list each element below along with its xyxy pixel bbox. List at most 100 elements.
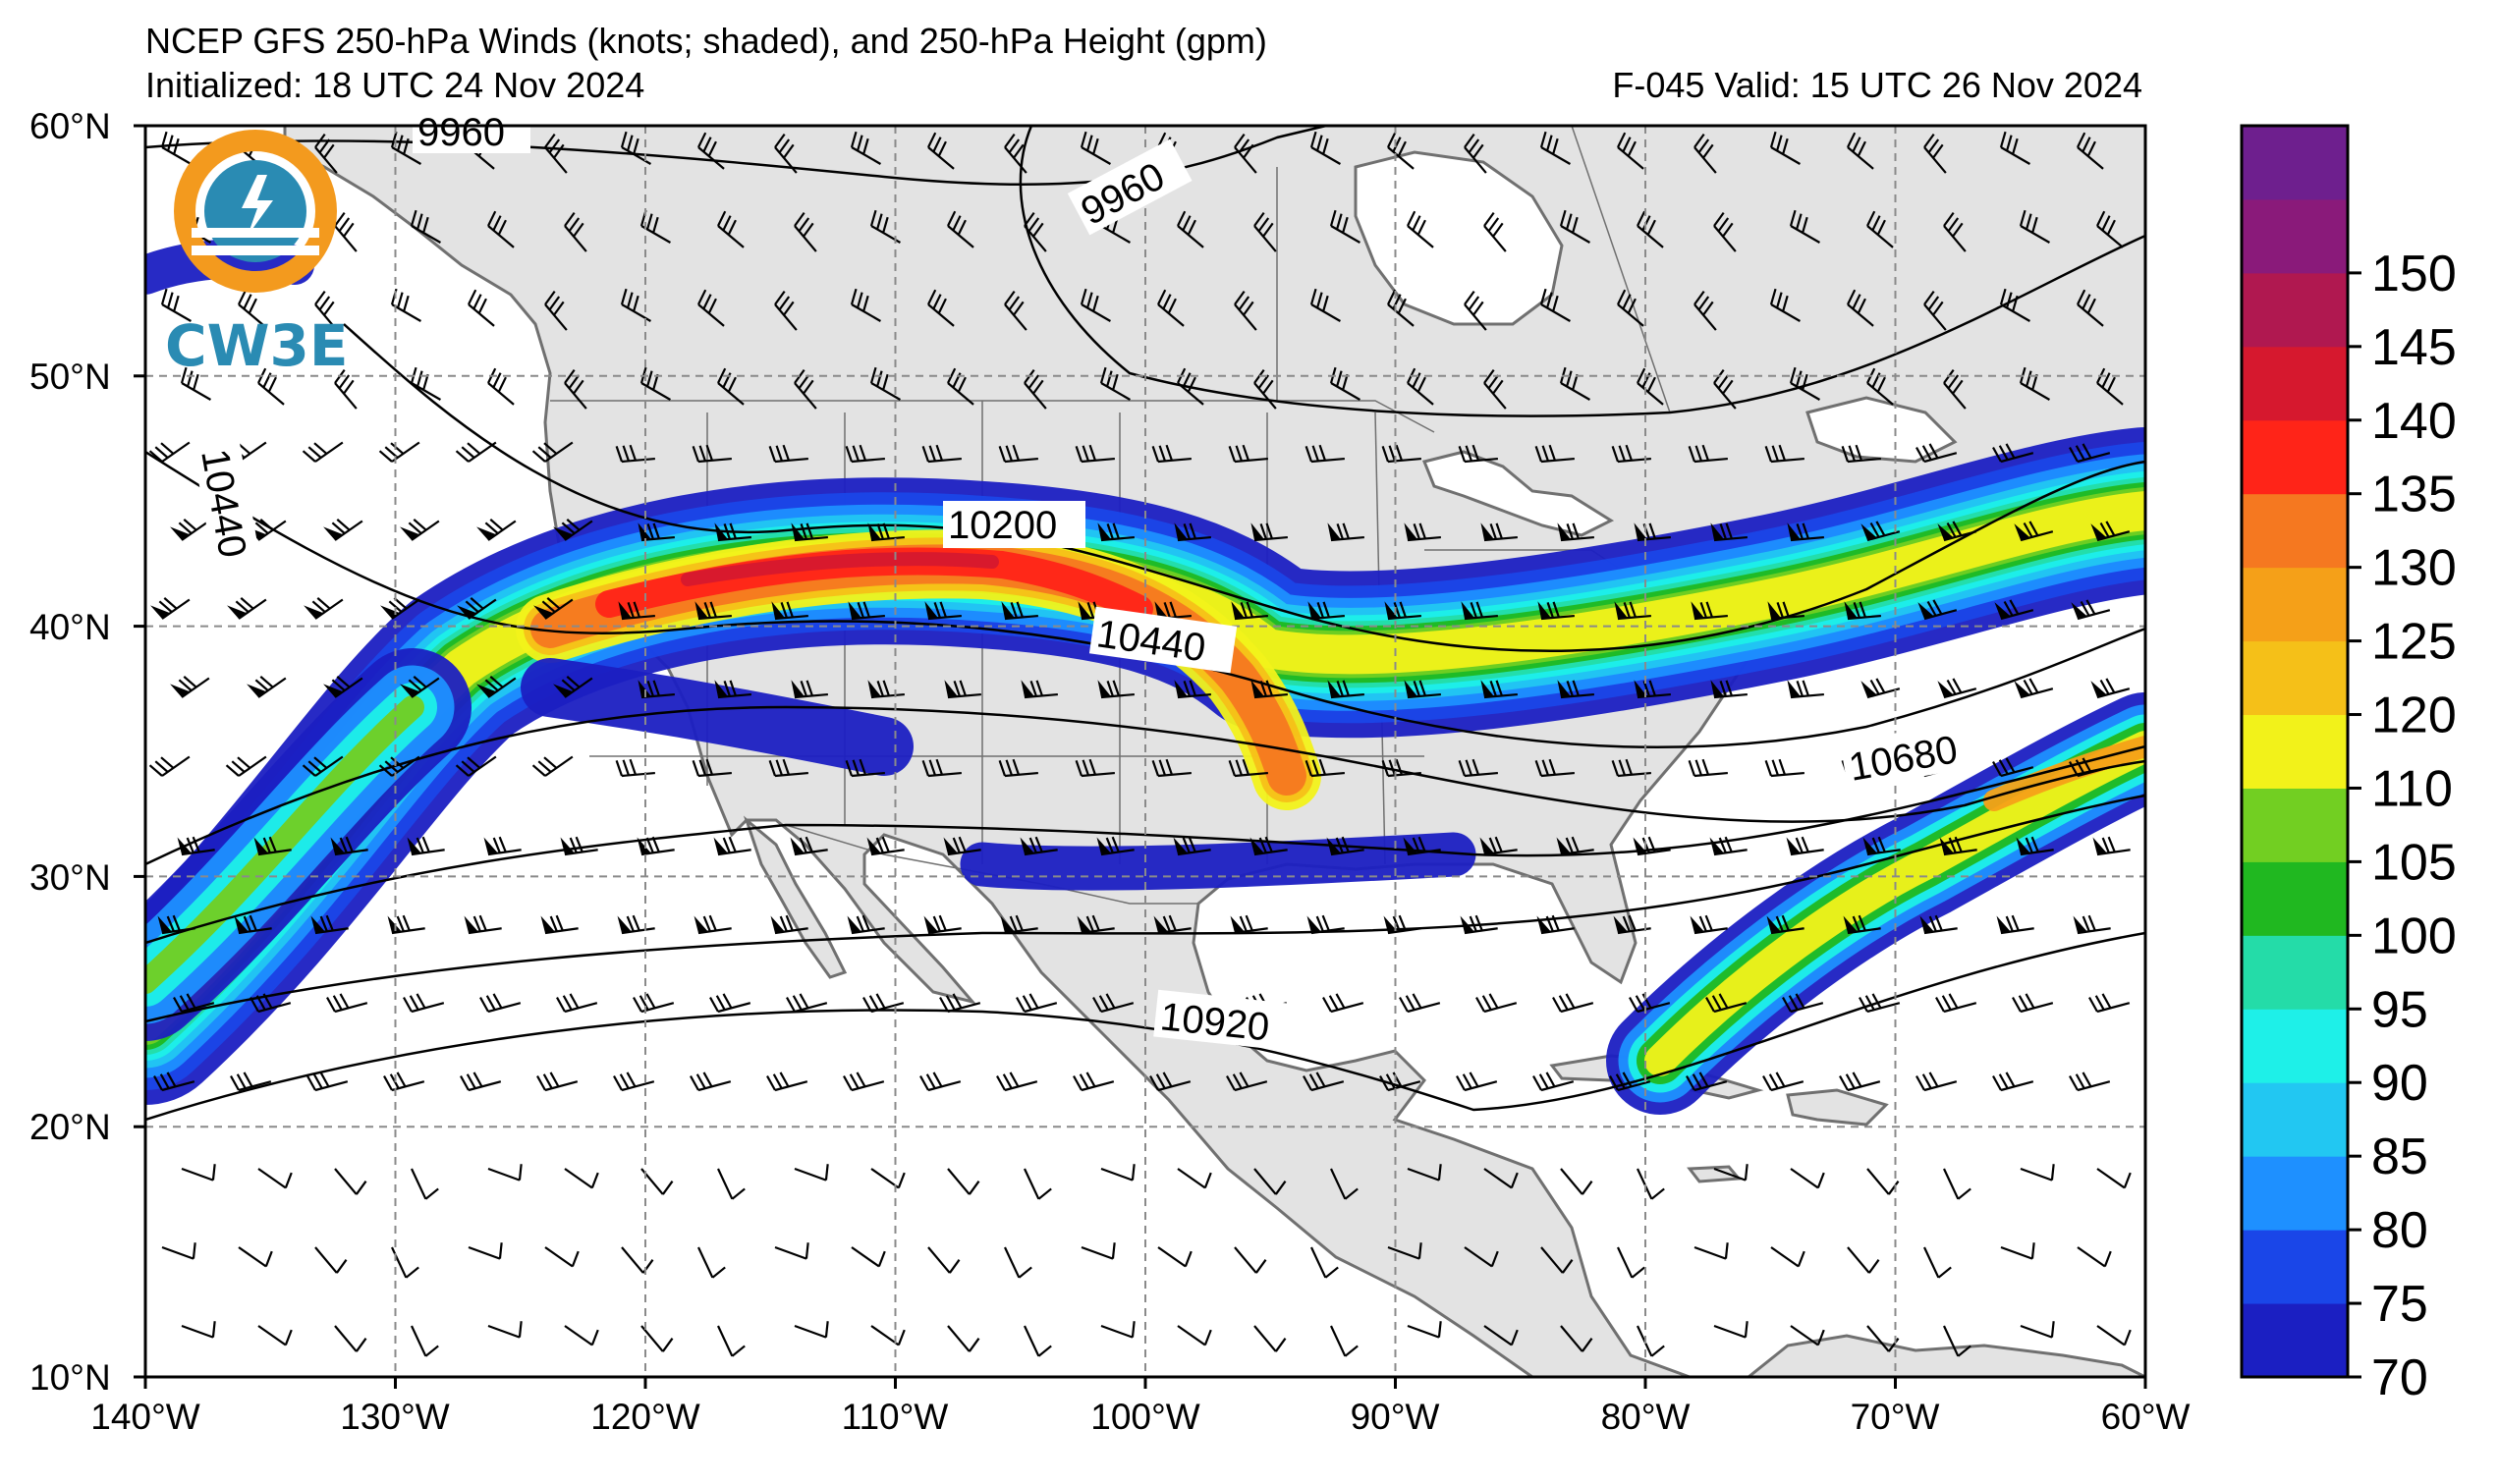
wind-barb	[1994, 599, 2034, 621]
wind-barb	[1073, 1072, 1115, 1092]
wind-barb	[1407, 1164, 1442, 1182]
wind-barb	[709, 993, 751, 1014]
wind-barb	[1100, 1321, 1136, 1339]
wind-barb	[1253, 1168, 1287, 1195]
lon-tick-90: 90°W	[1351, 1397, 1440, 1437]
wind-barb	[1860, 521, 1901, 542]
wind-barb	[533, 597, 574, 620]
wind-barb	[1943, 1325, 1971, 1357]
colorbar-segment	[2242, 198, 2348, 274]
wind-barb	[1483, 1325, 1519, 1347]
wind-barb	[694, 601, 732, 621]
colorbar-label: 130	[2371, 540, 2457, 597]
colorbar-segment	[2242, 1230, 2348, 1304]
contour-10680	[145, 744, 2145, 945]
wind-barb	[640, 1325, 674, 1352]
wind-barb	[1250, 680, 1288, 699]
wind-barb	[1253, 369, 1277, 410]
wind-barb	[1456, 1072, 1498, 1092]
contour-10200	[343, 323, 2145, 652]
wind-barb	[794, 1164, 829, 1182]
wind-barb	[1080, 131, 1111, 165]
wind-barb	[1460, 914, 1498, 935]
wind-barb	[1153, 914, 1192, 935]
wind-barb	[1539, 288, 1571, 322]
wind-barb	[1536, 914, 1575, 935]
wind-barb	[1614, 601, 1651, 621]
wind-barb	[1177, 210, 1204, 248]
wind-barb	[771, 601, 808, 621]
wind-barb	[943, 836, 981, 856]
wind-barb	[1253, 212, 1277, 252]
wind-barb	[2016, 836, 2054, 856]
wind-barb	[560, 836, 598, 856]
wind-barb	[1461, 601, 1498, 621]
wind-barb	[1787, 680, 1824, 699]
wind-barb	[1234, 291, 1257, 331]
wind-barb	[1613, 914, 1651, 935]
wind-barb	[1939, 836, 1977, 856]
wind-barb	[1097, 522, 1135, 542]
wind-barb	[947, 210, 974, 248]
wind-barb	[1992, 757, 2034, 778]
wind-barb	[697, 132, 725, 170]
wind-barb	[848, 601, 885, 621]
wind-barb	[1174, 522, 1211, 542]
wind-barb	[2077, 1246, 2112, 1268]
wind-barb	[1151, 444, 1192, 464]
wind-barb	[1234, 1246, 1267, 1274]
wind-barb	[1539, 131, 1571, 165]
wind-barb	[177, 836, 215, 856]
wind-barb	[407, 836, 445, 856]
wind-barb	[306, 1072, 349, 1092]
wind-barb	[1560, 1325, 1593, 1352]
wind-barb	[617, 914, 655, 935]
wind-barb	[460, 1072, 502, 1092]
init-time: Initialized: 18 UTC 24 Nov 2024	[145, 65, 645, 105]
wind-barb	[1464, 291, 1487, 331]
lat-tick-20: 20°N	[29, 1107, 111, 1147]
wind-barb	[1860, 678, 1901, 699]
wind-barb	[867, 522, 905, 542]
wind-barb	[996, 1072, 1038, 1092]
wind-barb	[2000, 1242, 2035, 1260]
wind-barb	[1790, 1325, 1825, 1347]
wind-barb	[1713, 1164, 1749, 1182]
colorbar-segment	[2242, 861, 2348, 936]
wind-barb	[768, 444, 808, 464]
wind-barb	[225, 755, 267, 777]
wind-barb	[1866, 210, 1894, 248]
wind-barb	[1480, 680, 1518, 699]
colorbar-label: 95	[2371, 981, 2428, 1038]
wind-barb	[1540, 1246, 1574, 1274]
wind-barb	[845, 444, 885, 464]
wind-barb	[2069, 757, 2111, 778]
wind-barb	[939, 993, 981, 1014]
wind-barb	[1004, 134, 1027, 174]
wind-barb	[613, 1072, 655, 1092]
lat-tick-40: 40°N	[29, 607, 111, 647]
wind-barb	[1475, 993, 1518, 1014]
wind-barb	[1762, 1072, 1804, 1092]
wind-barb	[378, 755, 420, 777]
wind-barb	[257, 1168, 293, 1189]
wind-barb	[794, 1321, 829, 1339]
lat-axis: 10°N 20°N 30°N 40°N 50°N 60°N	[29, 106, 111, 1398]
wind-barb	[2096, 1168, 2132, 1189]
wind-barb	[1847, 1246, 1880, 1274]
wind-barb	[770, 914, 808, 935]
wind-barb	[766, 1072, 808, 1092]
wind-barb	[1387, 1242, 1422, 1260]
wind-barb	[1769, 288, 1801, 322]
wind-barb	[1081, 1242, 1116, 1260]
wind-barb	[157, 914, 195, 935]
wind-barb	[843, 1072, 885, 1092]
wind-barb	[1915, 1072, 1958, 1092]
wind-barb	[1004, 1246, 1032, 1279]
wind-barb	[2096, 1325, 2132, 1347]
wind-barb	[1943, 212, 1967, 252]
wind-shading	[145, 239, 2145, 1115]
colorbar-frame	[2240, 124, 2350, 1379]
wind-barb	[1770, 1246, 1805, 1268]
lon-tick-130: 130°W	[340, 1397, 450, 1437]
